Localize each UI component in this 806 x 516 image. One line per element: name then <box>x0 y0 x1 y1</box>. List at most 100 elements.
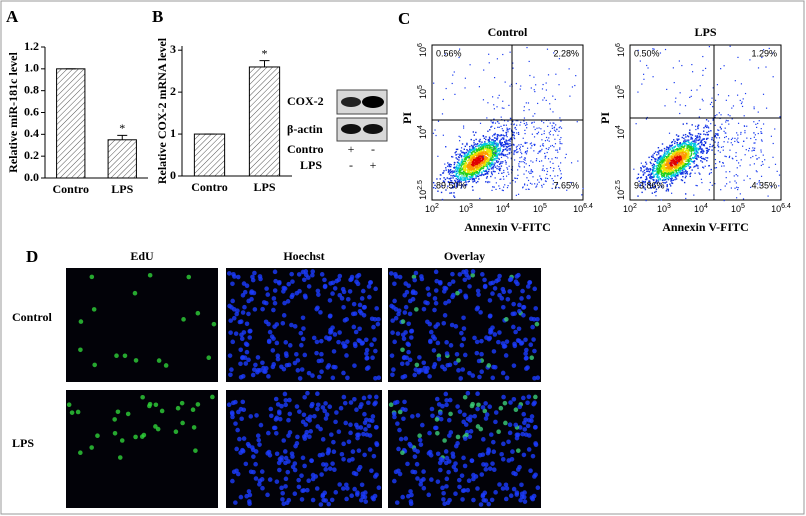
event-dot <box>470 166 473 169</box>
event-dot <box>679 168 682 170</box>
event-dot <box>690 153 693 155</box>
event-dot <box>467 181 469 183</box>
cell <box>446 299 452 304</box>
event-dot <box>662 169 665 171</box>
event-dot <box>752 155 754 158</box>
micrograph-bg <box>66 268 218 382</box>
event-dot <box>545 180 547 183</box>
y-tick-label: 105 <box>417 85 429 99</box>
cell <box>503 353 509 358</box>
event-dot <box>692 146 695 149</box>
event-dot <box>670 163 672 166</box>
event-dot <box>756 158 758 160</box>
event-dot <box>513 137 515 139</box>
cell <box>520 288 525 294</box>
cell <box>471 472 476 478</box>
event-dot <box>480 150 483 153</box>
cell <box>432 362 438 367</box>
event-dot <box>515 149 517 152</box>
cell <box>252 307 258 312</box>
event-dot <box>695 139 698 141</box>
event-dot <box>470 157 472 159</box>
event-dot <box>478 155 480 158</box>
event-dot <box>645 118 648 120</box>
event-dot <box>695 144 697 146</box>
event-dot <box>491 121 493 124</box>
cell <box>280 497 285 502</box>
cell <box>414 307 419 312</box>
event-dot <box>491 160 494 162</box>
event-dot <box>496 133 498 136</box>
event-dot <box>702 166 704 168</box>
event-dot <box>714 183 716 185</box>
cell <box>400 319 406 324</box>
event-dot <box>646 167 648 169</box>
event-dot <box>459 179 461 181</box>
event-dot <box>717 150 719 152</box>
event-dot <box>779 116 781 118</box>
cell <box>433 425 439 431</box>
y-tick-label: 106 <box>615 43 627 57</box>
event-dot <box>523 184 526 186</box>
event-dot <box>693 146 695 148</box>
event-dot <box>485 143 488 145</box>
cell <box>433 324 438 329</box>
event-dot <box>644 184 647 186</box>
cell <box>508 400 513 405</box>
event-dot <box>665 190 668 192</box>
event-dot <box>511 120 514 123</box>
event-dot <box>695 137 698 139</box>
event-dot <box>467 152 470 155</box>
event-dot <box>706 157 709 159</box>
event-dot <box>680 179 683 181</box>
event-dot <box>469 148 471 150</box>
event-dot <box>472 164 474 166</box>
event-dot <box>467 178 469 180</box>
event-dot <box>670 170 672 173</box>
event-dot <box>494 166 497 168</box>
event-dot <box>460 179 462 181</box>
event-dot <box>500 134 503 137</box>
event-dot <box>479 138 481 141</box>
event-dot <box>483 164 486 167</box>
event-dot <box>498 166 500 168</box>
cell <box>533 442 539 448</box>
event-dot <box>640 166 642 169</box>
event-dot <box>708 173 710 175</box>
event-dot <box>654 191 656 194</box>
cell <box>444 455 450 461</box>
event-dot <box>734 80 736 82</box>
event-dot <box>520 143 522 146</box>
cell <box>467 284 472 289</box>
event-dot <box>676 164 679 166</box>
event-dot <box>461 168 464 171</box>
event-dot <box>667 165 670 168</box>
event-dot <box>479 169 482 171</box>
cell <box>408 499 414 504</box>
event-dot <box>660 166 663 169</box>
cell <box>520 395 526 401</box>
event-dot <box>758 157 760 159</box>
cell <box>450 271 455 277</box>
event-dot <box>542 83 544 86</box>
event-dot <box>682 175 684 178</box>
event-dot <box>526 177 528 179</box>
event-dot <box>509 137 512 140</box>
y-axis-label: PI <box>400 112 414 124</box>
event-dot <box>463 169 466 171</box>
event-dot <box>559 141 561 143</box>
event-dot <box>455 150 457 153</box>
cell <box>332 286 338 291</box>
cell <box>479 369 485 374</box>
event-dot <box>544 140 547 142</box>
event-dot <box>690 172 692 174</box>
event-dot <box>708 130 710 133</box>
event-dot <box>668 167 671 169</box>
cell <box>530 453 536 459</box>
cell <box>306 370 312 376</box>
event-dot <box>461 151 463 153</box>
event-dot <box>473 180 475 182</box>
event-dot <box>501 141 504 144</box>
event-dot <box>496 167 498 170</box>
tick-base: 10 <box>616 190 626 200</box>
